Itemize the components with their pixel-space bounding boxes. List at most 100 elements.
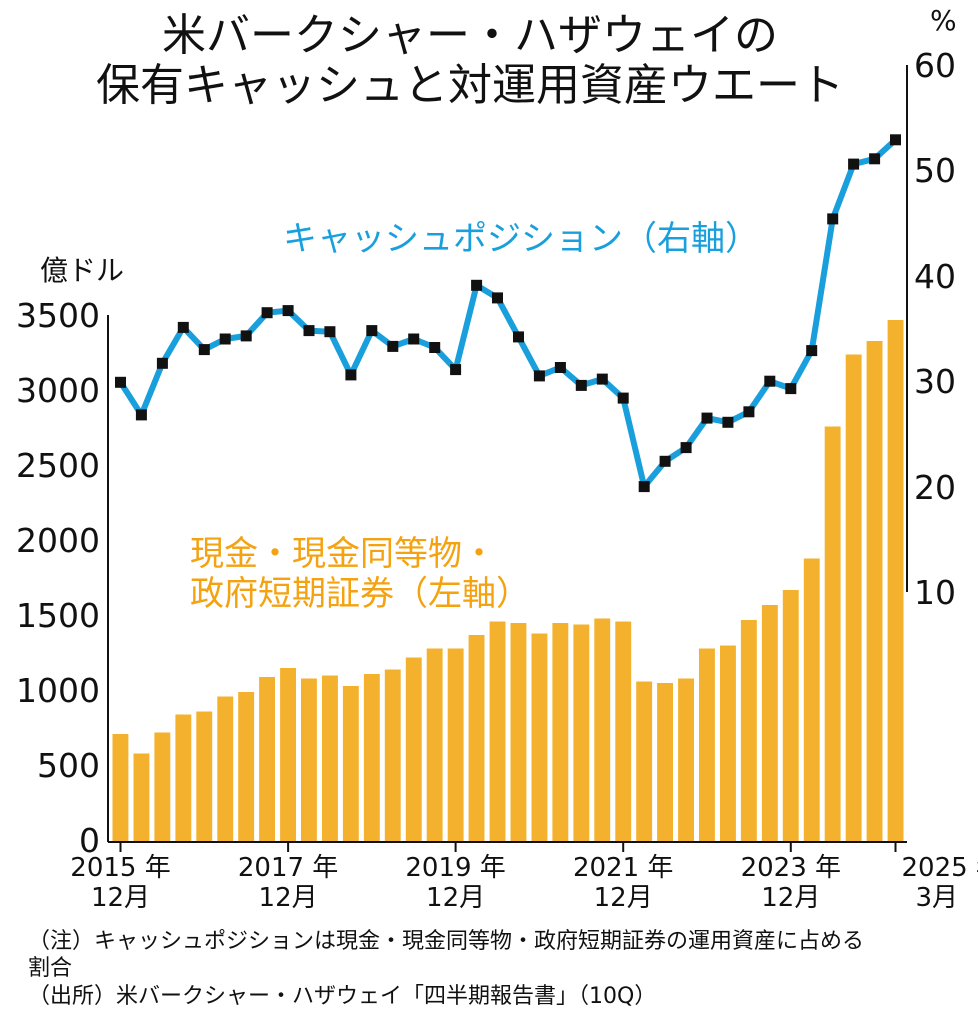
line-point <box>659 455 671 467</box>
line-point <box>387 340 399 352</box>
left-tick-label: 2500 <box>16 446 100 485</box>
bar <box>322 675 338 842</box>
line-point <box>575 379 587 391</box>
bar <box>280 668 296 842</box>
line-series <box>115 134 901 493</box>
line-point <box>533 370 545 382</box>
bar <box>531 633 548 842</box>
bar <box>782 590 799 842</box>
line-point <box>282 305 294 317</box>
x-tick-label: 2017 年 <box>238 853 338 883</box>
bar <box>678 678 694 842</box>
line-point <box>450 364 462 376</box>
line-point <box>471 279 483 291</box>
line-point <box>596 373 608 385</box>
x-tick-label: 3月 <box>916 883 959 913</box>
line-point <box>492 292 503 304</box>
bar <box>405 657 422 842</box>
x-tick-label: 2023 年 <box>741 853 841 883</box>
bar <box>720 645 736 842</box>
right-tick-label: 40 <box>914 257 956 296</box>
bar <box>426 648 443 842</box>
left-tick-label: 0 <box>79 821 100 860</box>
line-point <box>554 362 566 373</box>
left-tick-label: 2000 <box>16 521 100 560</box>
bar <box>761 605 778 842</box>
bar-series-label-line-1: 現金・現金同等物・ <box>190 534 496 574</box>
line-point <box>177 321 189 333</box>
right-tick-label: 30 <box>914 362 956 401</box>
bar <box>845 354 862 842</box>
line-point <box>261 307 273 319</box>
line-point <box>345 369 357 381</box>
line-point <box>743 406 755 418</box>
line-point <box>848 158 860 170</box>
bar <box>699 648 715 842</box>
line-point <box>429 342 441 353</box>
right-tick-label: 60 <box>914 46 956 85</box>
left-tick-label: 500 <box>37 746 100 785</box>
bar <box>112 734 129 842</box>
bar <box>342 686 359 842</box>
bar <box>615 621 632 842</box>
line-point <box>890 134 901 146</box>
bar <box>510 623 527 842</box>
line-point <box>680 442 692 454</box>
left-axis: 0 500 1000 1500 2000 2500 3000 3500 <box>16 296 109 860</box>
series-line <box>117 137 898 490</box>
x-tick-label: 12月 <box>594 883 653 913</box>
bar <box>175 714 192 842</box>
right-tick-label: 10 <box>914 573 956 612</box>
note-line-2: 割合 <box>28 956 72 981</box>
line-point <box>827 213 839 225</box>
line-point <box>366 325 378 337</box>
left-axis-unit: 億ドル <box>40 254 124 287</box>
bar <box>594 618 611 842</box>
bar <box>552 623 569 842</box>
bar-series-label-line-2: 政府短期証券（左軸） <box>190 574 530 614</box>
line-point <box>324 326 336 338</box>
bar <box>301 678 317 842</box>
line-point <box>764 375 776 387</box>
note-line-1: （注）キャッシュポジションは現金・現金同等物・政府短期証券の運用資産に占める <box>28 929 864 954</box>
bar <box>217 696 234 842</box>
right-axis: 10 20 30 40 50 60 <box>906 46 956 612</box>
bar-series <box>112 320 904 842</box>
line-point <box>617 392 629 404</box>
left-tick-label: 3500 <box>16 296 100 335</box>
line-point <box>806 345 818 357</box>
bar <box>468 635 485 842</box>
line-point <box>869 153 881 165</box>
x-tick-label: 2025 年 <box>902 853 978 883</box>
bar <box>573 624 590 842</box>
bar <box>803 558 820 842</box>
line-point <box>638 481 650 493</box>
x-tick-label: 12月 <box>761 883 820 913</box>
line-point <box>198 344 210 356</box>
right-tick-label: 50 <box>914 151 956 190</box>
x-tick-label: 2021 年 <box>573 853 673 883</box>
bar <box>866 341 883 842</box>
bar <box>489 621 506 842</box>
bar <box>133 753 150 842</box>
right-tick-label: 20 <box>914 468 956 507</box>
left-tick-label: 3000 <box>16 371 100 410</box>
bar <box>887 320 904 842</box>
left-tick-label: 1500 <box>16 596 100 635</box>
bar <box>824 426 841 842</box>
bar <box>657 683 673 842</box>
line-point <box>156 357 168 369</box>
x-tick-label: 2015 年 <box>70 853 170 883</box>
bar <box>363 674 380 842</box>
chart-title-line-1: 米バークシャー・ハザウェイの <box>162 10 778 61</box>
bar <box>154 732 171 842</box>
bar <box>196 711 213 842</box>
bar <box>636 681 653 842</box>
x-tick-label: 12月 <box>426 883 485 913</box>
right-axis-unit: % <box>930 4 957 37</box>
left-tick-label: 1000 <box>16 671 100 710</box>
bar <box>238 692 255 842</box>
line-point <box>722 416 734 428</box>
chart-title-line-2: 保有キャッシュと対運用資産ウエート <box>96 60 844 111</box>
